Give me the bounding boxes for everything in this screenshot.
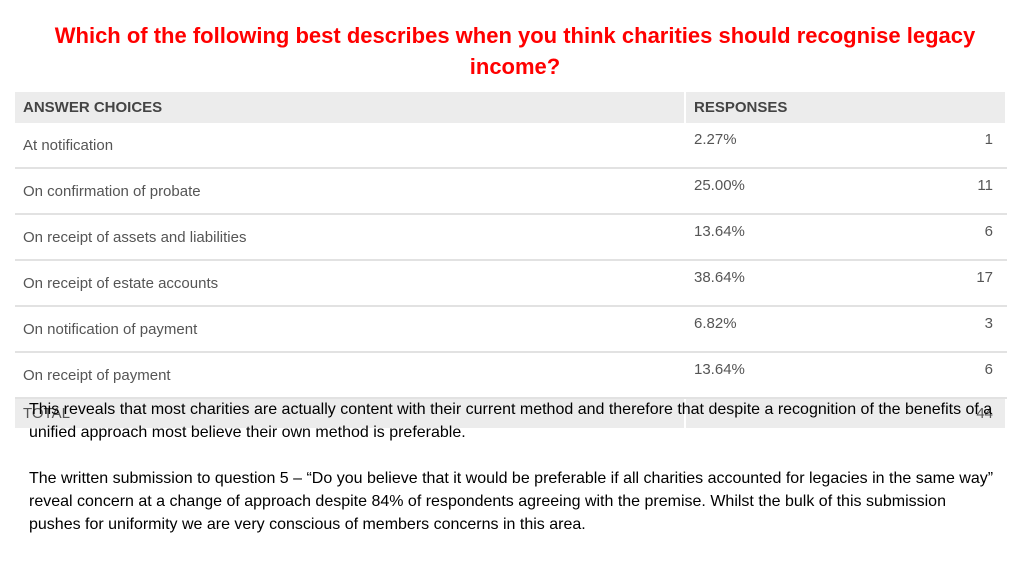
response-cell: 13.64% 6 — [685, 214, 1007, 261]
answer-cell: On receipt of assets and liabilities — [15, 214, 686, 261]
survey-results-table: ANSWER CHOICES RESPONSES At notification… — [15, 92, 1007, 428]
response-percent: 2.27% — [694, 131, 737, 148]
total-count: 44 — [976, 405, 993, 422]
response-cell: 6.82% 3 — [685, 306, 1007, 353]
response-count: 6 — [984, 361, 993, 378]
commentary-paragraph: The written submission to question 5 – “… — [29, 470, 994, 533]
table-row: On receipt of estate accounts 38.64% 17 — [15, 260, 1007, 307]
table-row: On notification of payment 6.82% 3 — [15, 306, 1007, 353]
response-percent: 6.82% — [694, 315, 737, 332]
commentary-paragraph: This reveals that most charities are act… — [29, 401, 993, 441]
total-label: TOTAL — [15, 398, 686, 428]
answer-cell: At notification — [15, 123, 686, 169]
responses-header: RESPONSES — [685, 92, 1007, 123]
table-header-row: ANSWER CHOICES RESPONSES — [15, 92, 1007, 123]
response-percent: 13.64% — [694, 361, 745, 378]
answer-cell: On receipt of payment — [15, 352, 686, 399]
response-cell: 25.00% 11 — [685, 168, 1007, 215]
page-title: Which of the following best describes wh… — [54, 23, 976, 79]
response-percent: 25.00% — [694, 177, 745, 194]
response-percent: 38.64% — [694, 269, 745, 286]
response-count: 11 — [977, 177, 993, 194]
response-count: 3 — [984, 315, 993, 332]
response-cell: 38.64% 17 — [685, 260, 1007, 307]
table-row: On receipt of payment 13.64% 6 — [15, 352, 1007, 399]
commentary-text: This reveals that most charities are act… — [29, 398, 994, 559]
total-cell: 44 — [685, 398, 1007, 428]
answer-cell: On confirmation of probate — [15, 168, 686, 215]
response-percent: 13.64% — [694, 223, 745, 240]
answer-cell: On notification of payment — [15, 306, 686, 353]
table-row: On confirmation of probate 25.00% 11 — [15, 168, 1007, 215]
response-cell: 2.27% 1 — [685, 123, 1007, 169]
total-row: TOTAL 44 — [15, 398, 1007, 428]
response-count: 1 — [984, 131, 993, 148]
answer-cell: On receipt of estate accounts — [15, 260, 686, 307]
table-row: On receipt of assets and liabilities 13.… — [15, 214, 1007, 261]
response-count: 17 — [976, 269, 993, 286]
answer-choices-header: ANSWER CHOICES — [15, 92, 686, 123]
response-count: 6 — [984, 223, 993, 240]
response-cell: 13.64% 6 — [685, 352, 1007, 399]
table-row: At notification 2.27% 1 — [15, 123, 1007, 169]
